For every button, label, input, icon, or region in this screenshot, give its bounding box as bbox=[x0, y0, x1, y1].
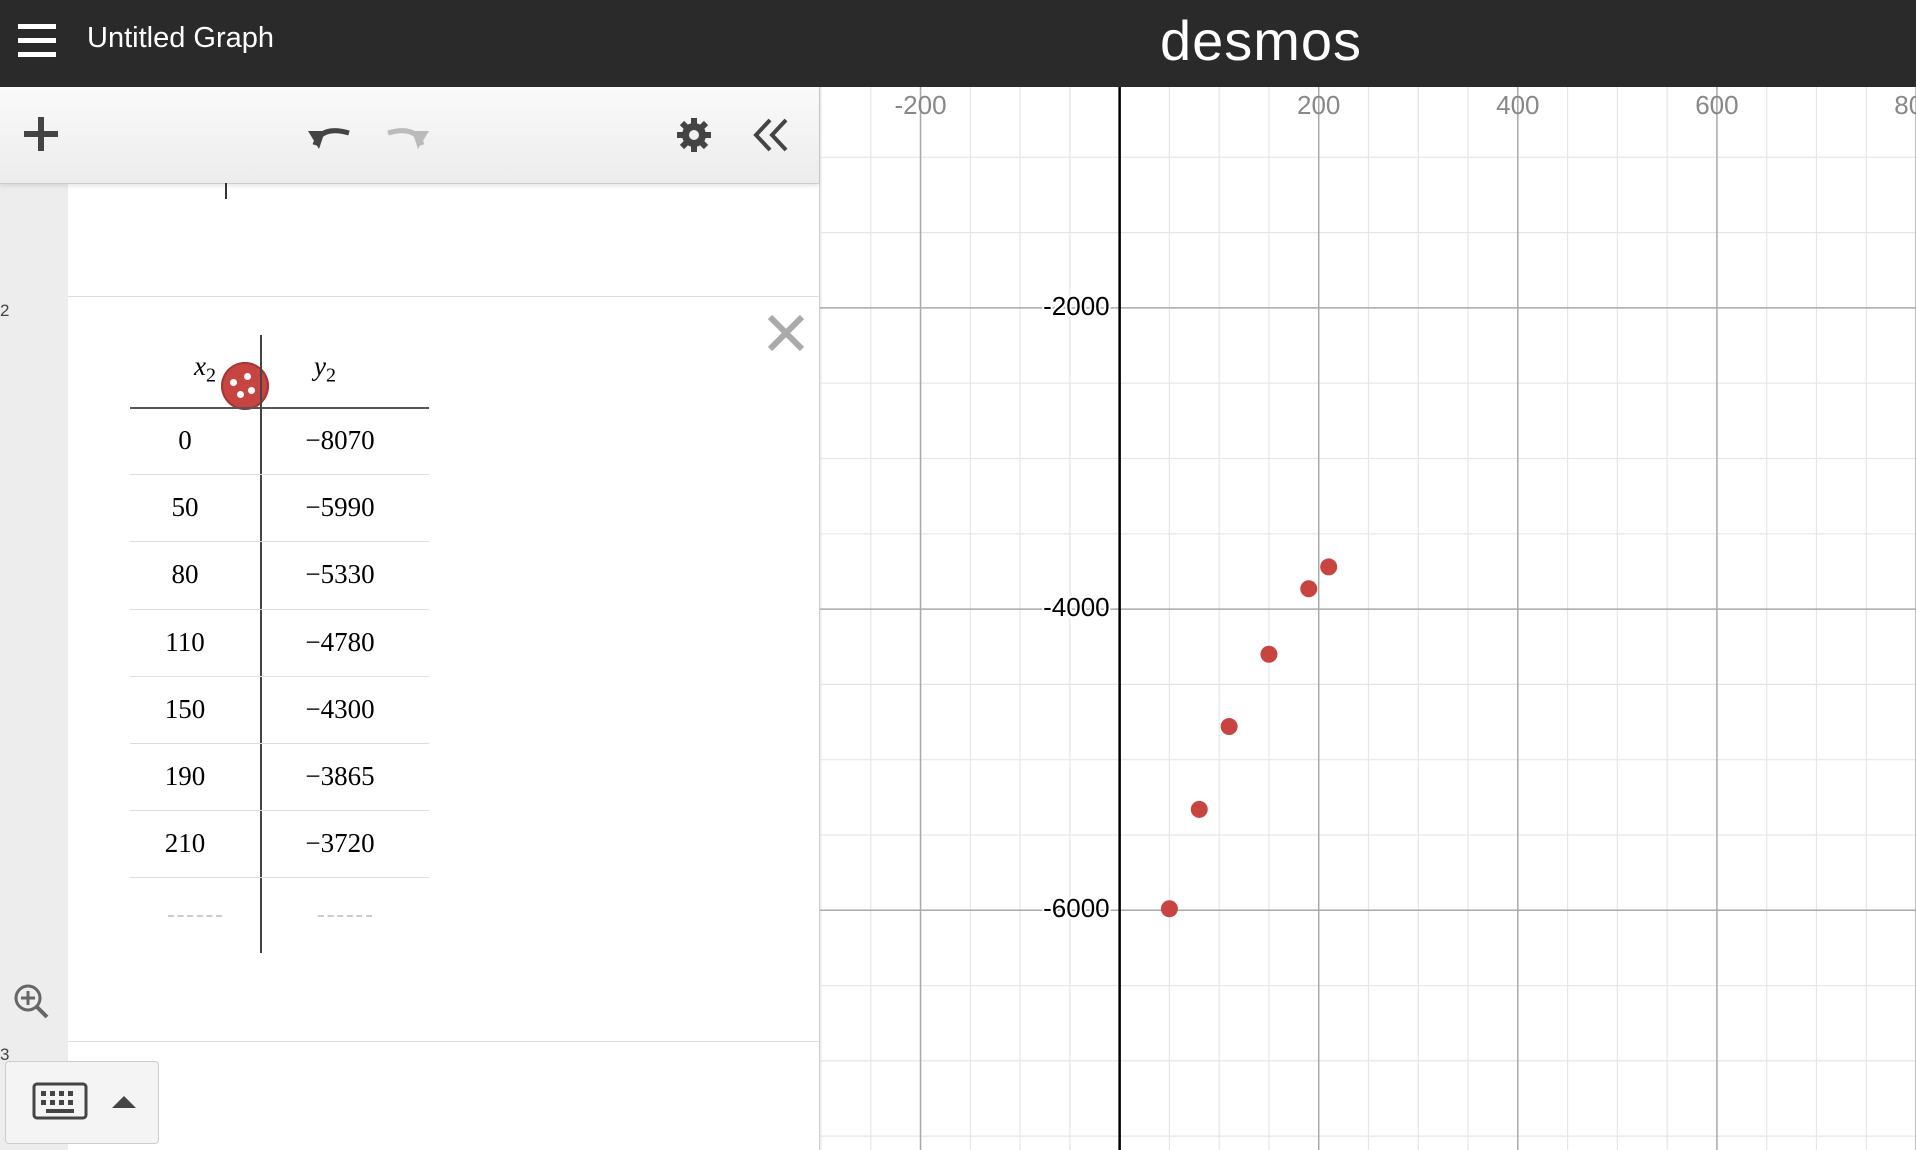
toolbar bbox=[0, 87, 819, 184]
dot bbox=[244, 373, 251, 380]
point bbox=[1320, 558, 1338, 576]
header-rule bbox=[130, 407, 429, 409]
point bbox=[1220, 718, 1238, 736]
redo-button[interactable] bbox=[382, 117, 432, 151]
placeholder bbox=[318, 915, 372, 918]
menu-button[interactable] bbox=[18, 24, 56, 58]
table-cell: −4300 bbox=[305, 693, 375, 724]
table-cell: −8070 bbox=[305, 425, 375, 455]
dot bbox=[237, 391, 244, 398]
table-cell: −4780 bbox=[305, 626, 375, 657]
delete-button[interactable] bbox=[766, 313, 806, 353]
y-tick-label: -2000 bbox=[1043, 291, 1110, 321]
x-tick-label: 400 bbox=[1496, 90, 1539, 120]
point bbox=[1260, 645, 1278, 663]
x-tick-label: 800 bbox=[1894, 90, 1916, 120]
column-header: y2 bbox=[250, 351, 400, 387]
y-tick-label: -6000 bbox=[1043, 893, 1110, 923]
row-rule bbox=[130, 743, 429, 744]
table-cell: 150 bbox=[164, 693, 206, 724]
table-cell: −3720 bbox=[305, 828, 375, 859]
variable: y bbox=[314, 351, 326, 381]
row-rule bbox=[130, 474, 429, 476]
graph-title[interactable]: Untitled Graph bbox=[87, 22, 274, 54]
point bbox=[1160, 900, 1178, 918]
point bbox=[1300, 580, 1318, 598]
top-bar: Untitled Graph desmos bbox=[0, 0, 1916, 87]
row-number: 2 bbox=[0, 301, 10, 320]
subscript: 2 bbox=[205, 364, 216, 387]
column-divider bbox=[260, 335, 262, 953]
row-rule bbox=[130, 608, 429, 610]
table-cell: 50 bbox=[171, 492, 199, 523]
table-cell: 190 bbox=[164, 761, 206, 791]
settings-button[interactable] bbox=[676, 117, 712, 153]
row-rule bbox=[130, 675, 429, 677]
cursor bbox=[225, 183, 227, 199]
table-cell: 210 bbox=[164, 828, 206, 859]
collapse-button[interactable] bbox=[752, 117, 790, 153]
variable: x bbox=[194, 351, 206, 381]
row-rule bbox=[130, 810, 429, 812]
row-rule bbox=[130, 877, 429, 879]
table-cell: −5330 bbox=[305, 559, 375, 590]
row-rule bbox=[130, 541, 429, 543]
subscript: 2 bbox=[325, 364, 336, 387]
undo-button[interactable] bbox=[305, 117, 355, 151]
x-tick-label: -200 bbox=[895, 90, 947, 120]
row-number: 3 bbox=[0, 1045, 10, 1064]
logo: desmos bbox=[1159, 9, 1363, 72]
table-cell: 0 bbox=[178, 425, 192, 455]
dot bbox=[248, 387, 255, 394]
table-cell: −5990 bbox=[305, 492, 375, 523]
point bbox=[1190, 800, 1208, 818]
expression-panel: 2 x2 y2 0 −8070 50 −5990 80 −5330 110 −4780 150 −43… bbox=[0, 87, 820, 1150]
column-header: x2 bbox=[130, 351, 280, 387]
y-tick-label: -4000 bbox=[1043, 592, 1110, 622]
x-tick-label: 200 bbox=[1297, 90, 1340, 120]
keyboard-button[interactable] bbox=[5, 1061, 159, 1144]
table-cell: −3865 bbox=[305, 761, 375, 791]
table-cell: 110 bbox=[165, 626, 205, 657]
dot bbox=[230, 379, 237, 386]
separator bbox=[68, 296, 819, 297]
table-cell: 80 bbox=[171, 559, 199, 590]
x-tick-label: 600 bbox=[1695, 90, 1738, 120]
zoom-button[interactable] bbox=[12, 982, 50, 1020]
add-button[interactable] bbox=[22, 115, 60, 153]
placeholder bbox=[168, 915, 222, 918]
graph[interactable]: -200 200 400 600 800 -6000 -4000 -2000 bbox=[820, 87, 1916, 1150]
keyboard-icon bbox=[32, 1082, 136, 1120]
separator bbox=[68, 1041, 819, 1042]
